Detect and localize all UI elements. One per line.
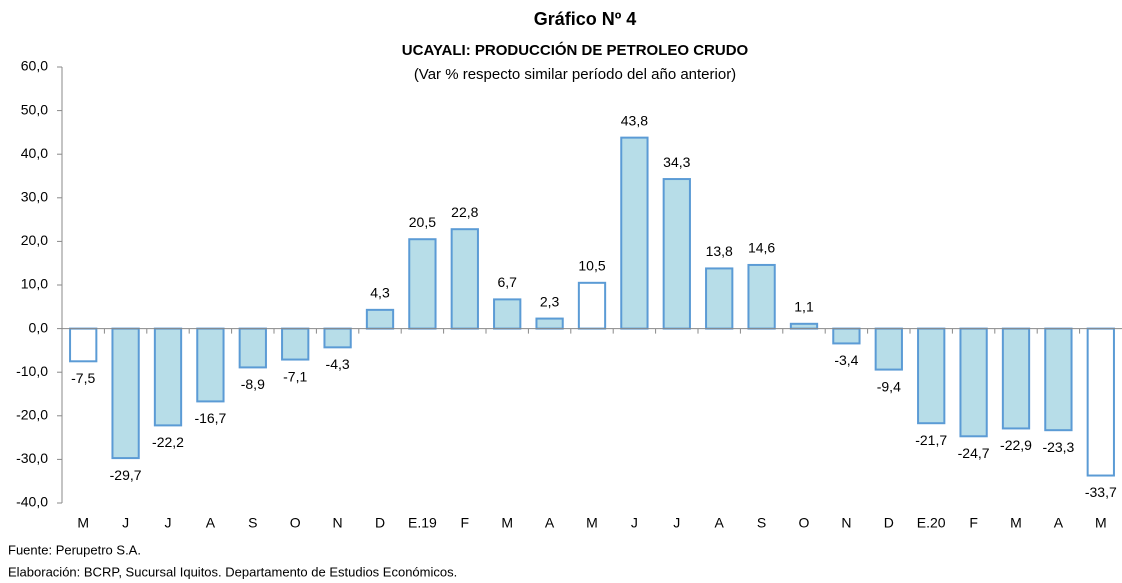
value-label: 34,3 [663,154,690,170]
x-tick-label: M [586,515,598,531]
bar [874,327,903,371]
x-tick-label: A [545,515,555,531]
bar [493,298,522,330]
bar [1086,327,1115,477]
x-tick-label: O [290,515,301,531]
x-tick-label: A [1054,515,1064,531]
value-label: 6,7 [497,274,517,290]
x-tick-label: D [375,515,385,531]
value-label: 43,8 [621,112,648,128]
y-tick-label: 40,0 [21,145,48,161]
value-label: -22,2 [152,434,184,450]
bar [238,327,267,369]
chart-subtitle: UCAYALI: PRODUCCIÓN DE PETROLEO CRUDO [402,41,749,59]
bar [917,327,946,425]
y-tick-label: 50,0 [21,101,48,117]
bar [408,238,437,330]
bar [789,322,819,330]
x-tick-label: E.20 [917,515,946,531]
bar [111,327,140,460]
y-tick-label: 0,0 [29,319,49,335]
bar [365,308,395,330]
value-label: -21,7 [915,432,947,448]
x-tick-label: M [501,515,513,531]
credit: Elaboración: BCRP, Sucursal Iquitos. Dep… [8,564,457,579]
value-label: 4,3 [370,285,390,301]
bar [1044,327,1073,432]
value-label: -33,7 [1085,484,1117,500]
bar [1001,327,1031,430]
value-label: -23,3 [1042,439,1074,455]
bar [323,327,352,349]
source: Fuente: Perupetro S.A. [8,542,141,557]
y-tick-label: -30,0 [16,450,48,466]
x-tick-label: J [631,515,638,531]
value-label: -22,9 [1000,437,1032,453]
x-tick-label: D [884,515,894,531]
chart-title: Gráfico Nº 4 [534,9,637,29]
bar [747,263,776,330]
bar [959,327,988,438]
bar [662,178,691,330]
y-tick-label: 20,0 [21,232,48,248]
x-tick-label: F [461,515,470,531]
bar [535,317,564,330]
value-label: 14,6 [748,240,775,256]
x-tick-label: M [77,515,89,531]
bar [620,136,649,330]
x-tick-label: E.19 [408,515,437,531]
value-label: 2,3 [540,293,560,309]
y-tick-label: -10,0 [16,363,48,379]
bar [281,327,310,361]
x-tick-label: N [841,515,851,531]
bar [196,327,225,403]
y-tick-label: 10,0 [21,276,48,292]
value-label: -29,7 [110,467,142,483]
bar [705,267,734,330]
value-label: -7,5 [71,370,95,386]
value-label: -3,4 [834,352,858,368]
bar [577,281,607,330]
value-label: 1,1 [794,299,814,315]
x-tick-label: M [1095,515,1107,531]
bar [832,327,861,345]
y-tick-label: 60,0 [21,58,48,74]
bar [153,327,183,427]
x-tick-label: J [122,515,129,531]
value-label: -24,7 [958,445,990,461]
x-tick-label: A [715,515,725,531]
x-tick-label: J [165,515,172,531]
x-tick-label: S [757,515,766,531]
value-label: 22,8 [451,204,478,220]
x-tick-label: A [206,515,216,531]
x-tick-label: N [333,515,343,531]
bar [450,228,479,330]
value-label: 13,8 [706,243,733,259]
value-label: -7,1 [283,368,307,384]
x-tick-label: S [248,515,257,531]
bar [69,327,98,363]
x-tick-label: F [969,515,978,531]
value-label: -4,3 [326,356,350,372]
x-tick-label: M [1010,515,1022,531]
value-label: -16,7 [194,410,226,426]
chart-note: (Var % respecto similar período del año … [414,66,736,83]
value-label: 10,5 [578,258,605,274]
x-tick-label: J [673,515,680,531]
value-label: 20,5 [409,214,436,230]
y-tick-label: -20,0 [16,407,48,423]
y-tick-label: -40,0 [16,494,48,510]
value-label: -8,9 [241,376,265,392]
value-label: -9,4 [877,378,901,394]
y-tick-label: 30,0 [21,189,48,205]
x-tick-label: O [799,515,810,531]
